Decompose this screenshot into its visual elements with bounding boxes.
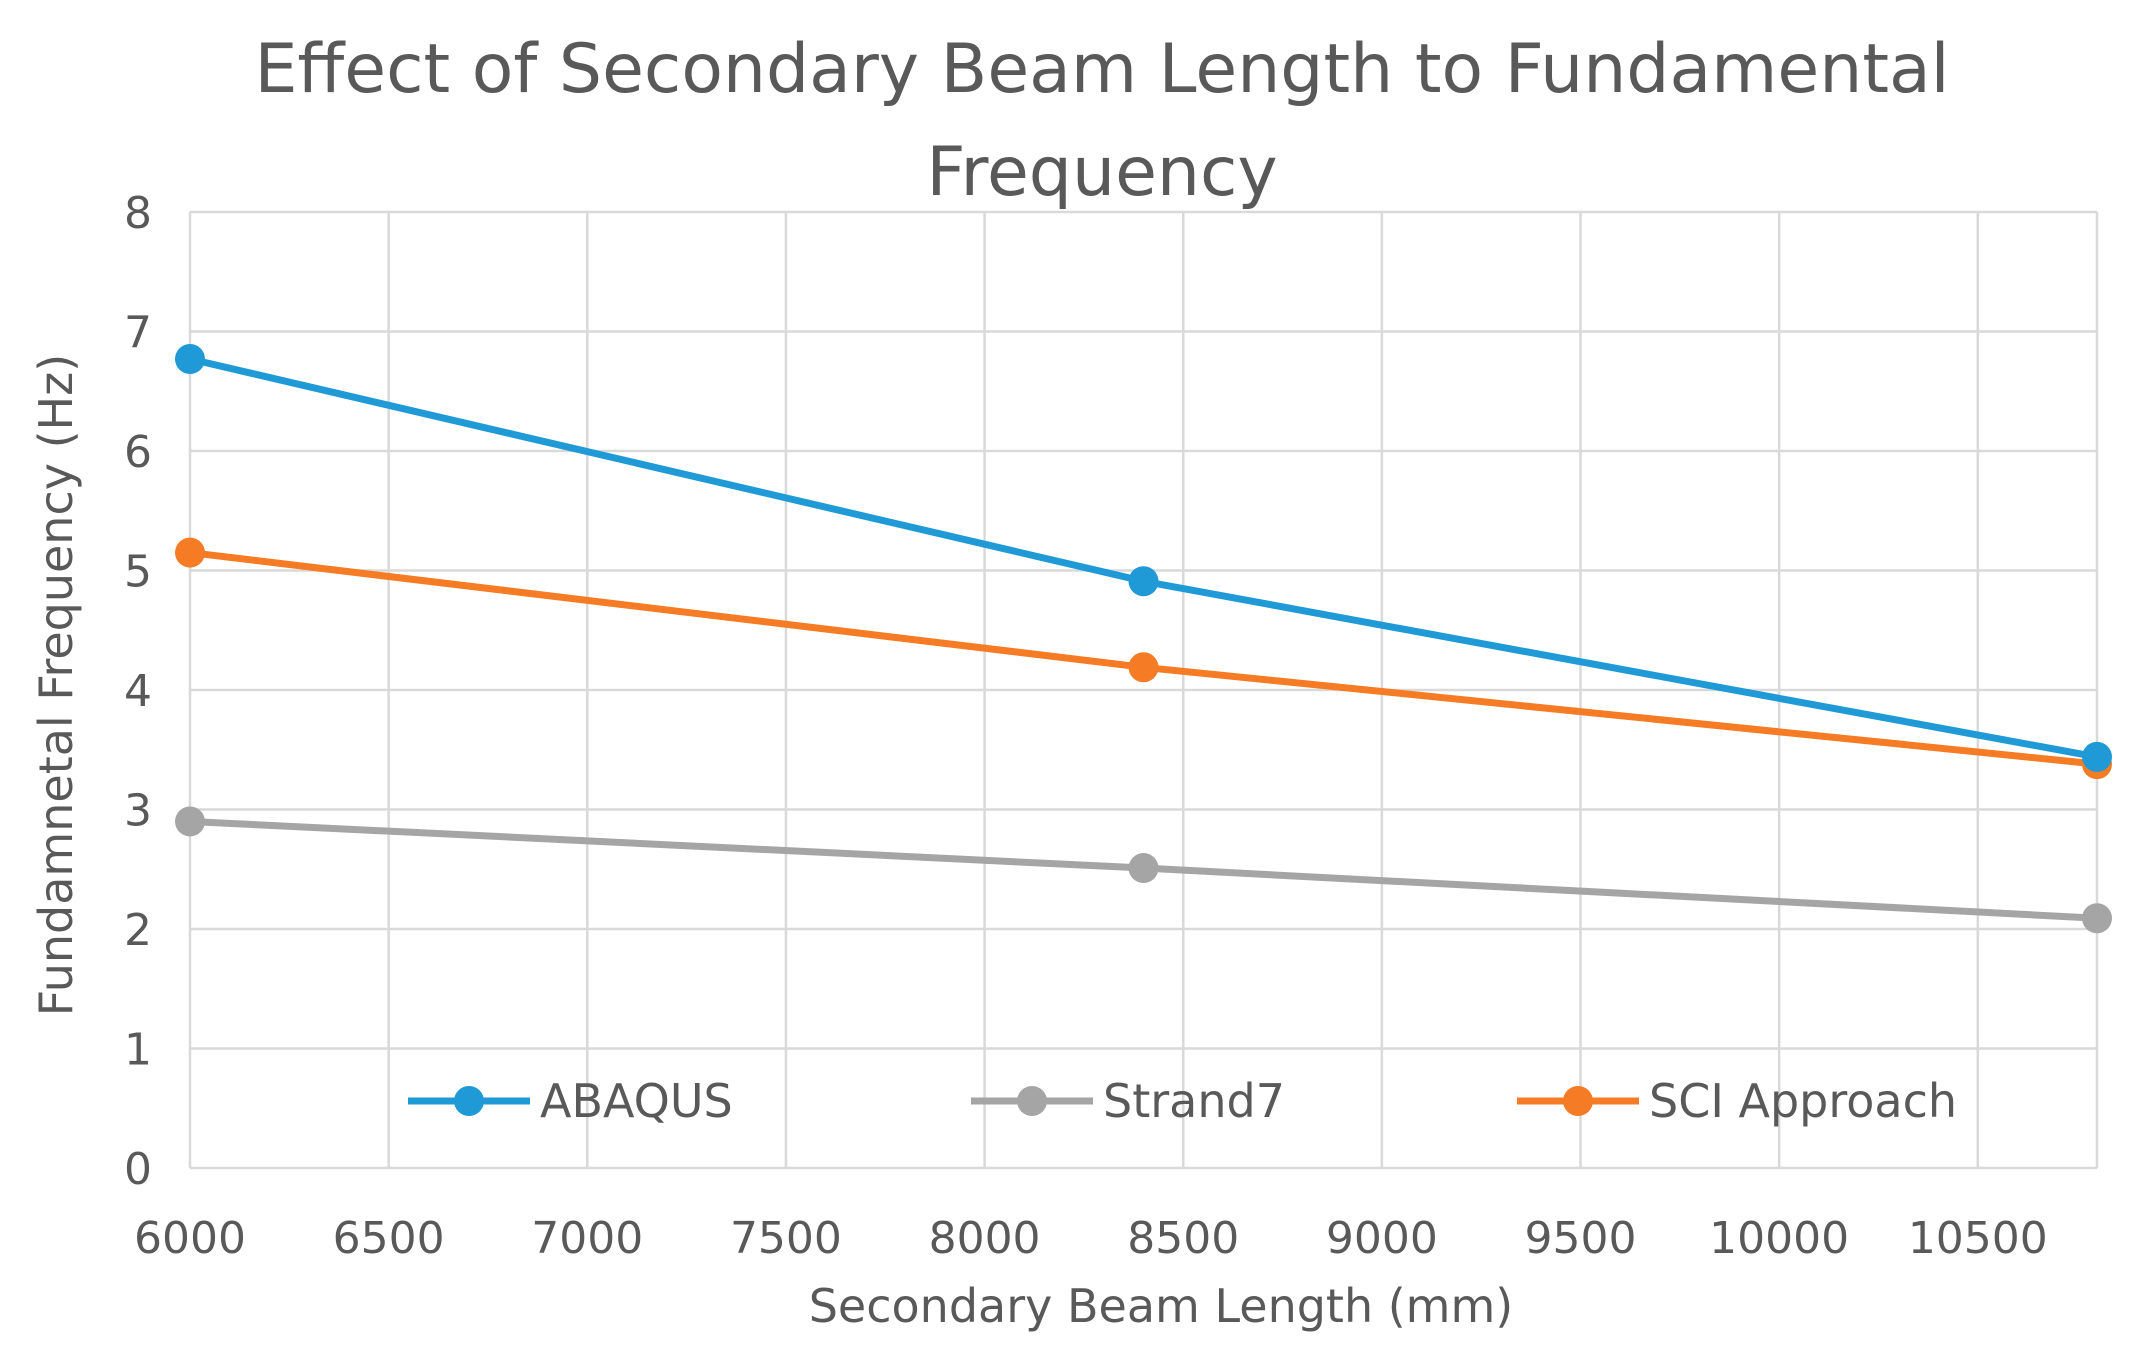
series-abaqus xyxy=(175,343,2112,772)
y-tick-label: 1 xyxy=(124,1025,152,1076)
series-lines xyxy=(175,343,2112,934)
data-point xyxy=(1128,853,1159,884)
y-tick-label: 4 xyxy=(124,666,152,717)
gridlines xyxy=(188,210,2099,1170)
data-point xyxy=(2082,903,2112,934)
x-tick-label: 9000 xyxy=(1326,1213,1438,1264)
x-tick-label: 8000 xyxy=(929,1213,1041,1264)
series-strand7 xyxy=(175,806,2112,934)
legend-swatch-marker xyxy=(1017,1086,1047,1116)
series-line xyxy=(189,355,2098,761)
y-tick-label: 3 xyxy=(124,786,152,837)
chart-title-line-1: Effect of Secondary Beam Length to Funda… xyxy=(254,30,1949,109)
y-tick-label: 7 xyxy=(124,308,152,359)
x-tick-label: 7000 xyxy=(531,1213,643,1264)
legend-swatch-marker xyxy=(454,1086,484,1116)
data-point xyxy=(175,537,205,568)
y-tick-label: 5 xyxy=(124,547,152,598)
legend-label: Strand7 xyxy=(1103,1074,1285,1128)
x-tick-label: 10000 xyxy=(1709,1213,1849,1264)
x-tick-label: 7500 xyxy=(730,1213,842,1264)
legend-swatch-marker xyxy=(1563,1086,1593,1116)
chart-title-line-2: Frequency xyxy=(926,133,1277,212)
legend-item: SCI Approach xyxy=(1517,1074,1957,1128)
legend-label: ABAQUS xyxy=(540,1074,733,1128)
legend-item: Strand7 xyxy=(971,1074,1285,1128)
x-axis-title: Secondary Beam Length (mm) xyxy=(809,1279,1514,1333)
data-point xyxy=(175,806,205,837)
data-point xyxy=(2082,741,2112,772)
y-tick-label: 2 xyxy=(124,905,152,956)
y-axis-ticks: 0 1 2 3 4 5 6 7 8 xyxy=(124,188,152,1195)
x-axis-ticks: 6000 6500 7000 7500 8000 8500 9000 9500 10000 105… xyxy=(134,1213,2048,1264)
data-point xyxy=(175,343,205,374)
y-tick-label: 8 xyxy=(124,188,152,239)
x-tick-label: 6000 xyxy=(134,1213,246,1264)
y-tick-label: 6 xyxy=(124,427,152,478)
y-axis-title: Fundamnetal Frequency (Hz) xyxy=(29,354,83,1016)
x-tick-label: 10500 xyxy=(1908,1213,2048,1264)
legend: ABAQUS Strand7 SCI Approach xyxy=(408,1074,1957,1128)
x-tick-label: 6500 xyxy=(333,1213,445,1264)
data-point xyxy=(1128,652,1159,683)
x-tick-label: 8500 xyxy=(1127,1213,1239,1264)
legend-item: ABAQUS xyxy=(408,1074,733,1128)
x-tick-label: 9500 xyxy=(1525,1213,1637,1264)
y-tick-label: 0 xyxy=(124,1144,152,1195)
data-point xyxy=(1128,566,1159,597)
legend-label: SCI Approach xyxy=(1649,1074,1957,1128)
chart-title: Effect of Secondary Beam Length to Funda… xyxy=(254,30,1949,212)
